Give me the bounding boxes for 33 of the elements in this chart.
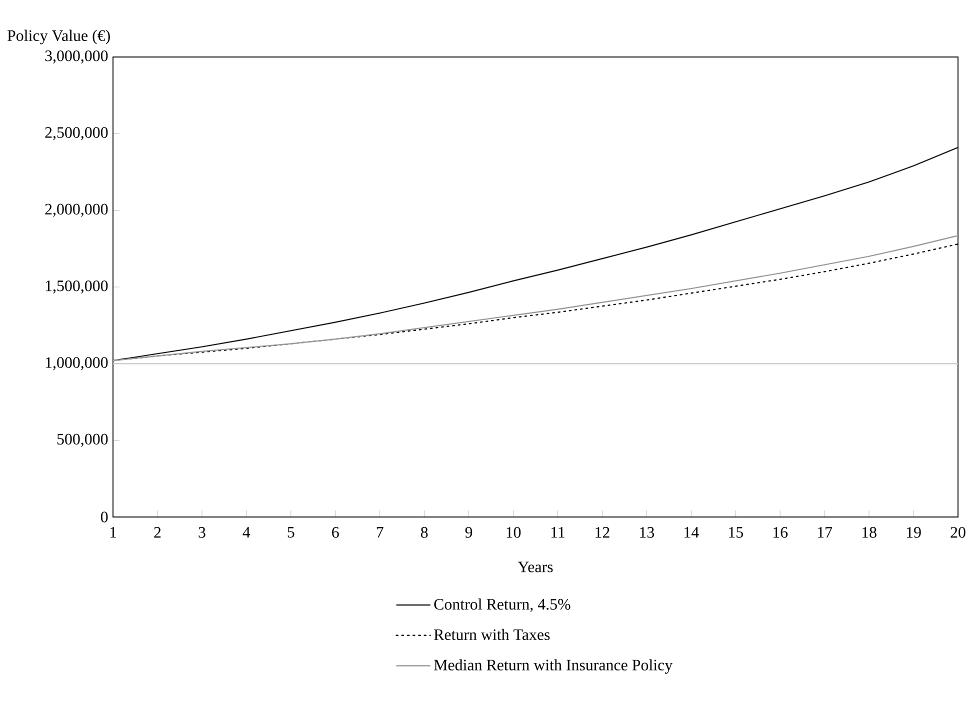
- x-tick-label: 6: [332, 527, 339, 538]
- x-tick-label: 7: [376, 527, 384, 538]
- line-series: [113, 146, 958, 362]
- y-tick-label: 2,500,000: [45, 127, 108, 140]
- x-tick-label: 15: [729, 527, 743, 538]
- x-tick-label: 19: [906, 527, 921, 538]
- x-tick-label: 14: [684, 527, 699, 538]
- y-tick-label: 0: [100, 512, 108, 522]
- y-tick-label: 3,000,000: [45, 50, 108, 64]
- x-tick-label: 5: [288, 527, 294, 538]
- y-tick-label: 1,000,000: [46, 357, 108, 370]
- y-axis-title: Policy Value (€): [7, 30, 110, 44]
- x-tick-label: 8: [420, 527, 428, 538]
- legend-label: Control Return, 4.5%: [434, 598, 570, 612]
- x-tick-label: 18: [862, 527, 876, 538]
- x-tick-label: 9: [465, 527, 472, 538]
- y-tick-label: 1,500,000: [46, 280, 108, 294]
- x-axis-title: Years: [518, 562, 553, 572]
- x-tick-label: 3: [198, 527, 206, 538]
- x-tick-label: 13: [640, 527, 654, 538]
- x-tick-label: 17: [818, 527, 832, 538]
- legend-label: Return with Taxes: [434, 628, 550, 640]
- x-tick-label: 10: [506, 527, 521, 538]
- y-tick-label: 2,000,000: [45, 204, 108, 217]
- y-tick-label: 500,000: [57, 434, 108, 447]
- x-tick-label: 1: [110, 527, 116, 538]
- x-tick-label: 16: [774, 527, 788, 538]
- x-tick-label: 11: [551, 527, 564, 538]
- x-tick-label: 12: [596, 527, 610, 538]
- x-tick-label: 20: [950, 527, 966, 538]
- x-tick-label: 2: [154, 527, 161, 538]
- x-tick-label: 4: [242, 527, 250, 538]
- legend-label: Median Return with Insurance Policy: [434, 659, 673, 674]
